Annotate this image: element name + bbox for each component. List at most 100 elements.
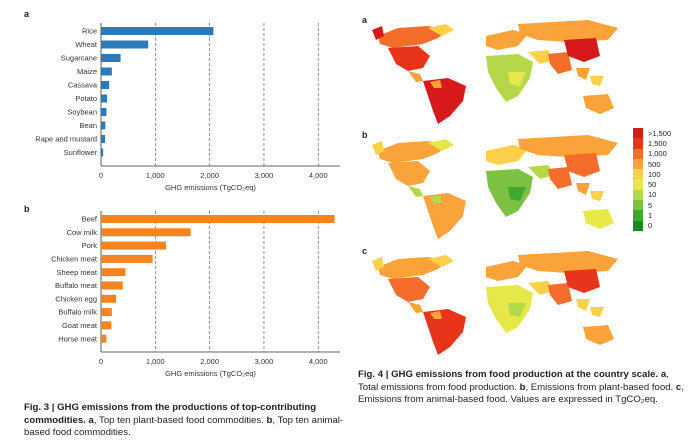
legend-swatch — [633, 220, 643, 231]
plant-chart-bar — [101, 94, 107, 103]
animal-chart-category-label: Sheep meat — [57, 268, 98, 277]
fig4-caption-c-text: , Emissions from animal-based food. Valu… — [358, 381, 684, 406]
legend-swatch — [633, 210, 643, 221]
plant-chart-category-label: Rape and mustard — [35, 135, 97, 144]
legend-label: 0 — [648, 221, 653, 231]
plant-chart-category-label: Rice — [82, 27, 97, 36]
plant-chart-bar — [101, 81, 110, 89]
animal-chart-category-label: Buffalo milk — [58, 308, 97, 317]
legend-item: 50 — [633, 179, 671, 190]
animal-chart-category-label: Chicken egg — [55, 294, 97, 303]
fig4-caption-b-letter: b — [519, 381, 526, 393]
fig4-caption-b-text: , Emissions from plant-based food. — [525, 381, 674, 393]
animal-commodities-bar-chart: 0 1,000 2,000 3,000 4,000 Beef Cow milk Pork Chi… — [51, 211, 340, 378]
plant-chart-tick-label: 1,000 — [146, 171, 165, 180]
fig4-caption-title: Fig. 4 | GHG emissions from food product… — [358, 369, 659, 380]
fig3-caption-title: Fig. 3 | GHG emissions from the producti… — [24, 402, 317, 426]
plant-chart-category-label: Soybean — [67, 108, 97, 117]
legend-label: 5 — [648, 200, 653, 210]
legend-swatch — [633, 158, 643, 170]
plant-chart-bar — [101, 121, 106, 130]
animal-chart-bar — [101, 281, 123, 290]
plant-chart-bar — [101, 40, 149, 49]
fig3-caption: Fig. 3 | GHG emissions from the producti… — [24, 402, 354, 440]
legend-item: 5 — [633, 200, 671, 211]
plant-chart-bar — [101, 67, 112, 76]
plant-chart-bar — [101, 135, 106, 143]
legend-swatch — [633, 200, 643, 211]
animal-chart-tick-label: 4,000 — [309, 357, 328, 366]
fig3-panel-b-label: b — [24, 204, 30, 214]
legend-label: 100 — [648, 169, 661, 179]
plant-chart-tick-label: 2,000 — [200, 171, 219, 180]
fig4-map-c-label: c — [362, 246, 368, 256]
legend-swatch — [633, 128, 643, 139]
world-map-total-emissions — [372, 20, 618, 124]
legend-label: 500 — [648, 159, 661, 169]
plant-chart-bar — [101, 148, 104, 157]
animal-chart-category-label: Horse meat — [58, 334, 98, 343]
legend-item: 0 — [633, 220, 671, 231]
animal-chart-bar — [101, 334, 107, 343]
fig4-caption-a-text: , Total emissions from food production. — [358, 369, 669, 393]
animal-chart-x-axis-label: GHG emissions (TgCO₂eq) — [165, 369, 256, 378]
animal-chart-bar — [101, 241, 167, 250]
fig4-caption-a-letter: a — [660, 369, 667, 380]
fig3-caption-b-text: , Top ten animal-based food commodities. — [24, 414, 344, 439]
fig3-caption-a-letter: a — [88, 414, 94, 426]
plant-chart-category-label: Potato — [75, 94, 97, 103]
plant-chart-category-label: Wheat — [75, 40, 98, 49]
map-c-landmasses — [372, 251, 618, 355]
legend-swatch — [633, 138, 643, 149]
emissions-color-legend: >1,500 1,500 1,000 500 100 50 10 5 1 0 — [633, 128, 671, 231]
legend-swatch — [633, 148, 643, 159]
plant-chart-category-label: Sunflower — [64, 148, 98, 157]
fig4-map-a-label: a — [362, 15, 368, 25]
animal-chart-bar — [101, 321, 112, 330]
plant-chart-x-axis-label: GHG emissions (TgCO₂eq) — [165, 183, 256, 192]
fig3-caption-b-letter: b — [266, 414, 273, 426]
legend-item: >1,500 — [633, 128, 672, 139]
legend-label: 1,000 — [648, 149, 667, 159]
legend-label: >1,500 — [648, 128, 672, 138]
plant-chart-category-label: Maize — [77, 67, 97, 76]
animal-chart-category-label: Buffalo meat — [55, 281, 98, 290]
legend-label: 10 — [648, 190, 657, 200]
animal-chart-category-label: Pork — [82, 241, 98, 250]
plant-chart-tick-label: 3,000 — [255, 171, 274, 180]
animal-chart-bar — [101, 215, 335, 223]
map-a-landmasses — [372, 20, 618, 124]
legend-item: 1 — [633, 210, 671, 221]
animal-chart-bar — [101, 294, 117, 303]
animal-chart-category-label: Cow milk — [67, 228, 98, 237]
plant-chart-bar — [101, 54, 121, 62]
plant-chart-tick-label: 4,000 — [309, 171, 328, 180]
animal-chart-bar — [101, 268, 126, 277]
legend-label: 1 — [648, 211, 653, 221]
legend-item: 500 — [633, 158, 671, 170]
animal-chart-tick-label: 3,000 — [255, 357, 274, 366]
animal-chart-bar — [101, 254, 153, 263]
fig3-panel-a-label: a — [24, 9, 30, 19]
plant-chart-category-label: Sugarcane — [61, 54, 97, 63]
legend-item: 100 — [633, 169, 671, 180]
legend-item: 1,500 — [633, 138, 671, 149]
legend-item: 1,000 — [633, 148, 671, 159]
plant-chart-category-label: Cassava — [68, 81, 98, 90]
fig4-map-b-label: b — [362, 130, 368, 140]
animal-chart-tick-label: 0 — [99, 357, 103, 366]
legend-item: 10 — [633, 189, 671, 201]
fig4-caption-c-letter: c — [675, 381, 682, 393]
plant-chart-bar — [101, 108, 107, 116]
legend-swatch — [633, 169, 643, 180]
animal-chart-category-label: Chicken meat — [51, 255, 98, 264]
animal-chart-tick-label: 1,000 — [146, 357, 165, 366]
animal-chart-tick-label: 2,000 — [200, 357, 219, 366]
legend-label: 1,500 — [648, 138, 667, 148]
animal-chart-category-label: Beef — [82, 215, 98, 224]
plant-commodities-bar-chart: 0 1,000 2,000 3,000 4,000 Rice Wheat Sugarcane M… — [35, 23, 340, 192]
map-b-landmasses — [372, 135, 618, 239]
fig3-caption-a-text: , Top ten plant-based food commodities. — [93, 414, 264, 426]
animal-chart-category-label: Goat meat — [62, 321, 98, 330]
fig4-caption: Fig. 4 | GHG emissions from food product… — [358, 369, 688, 407]
